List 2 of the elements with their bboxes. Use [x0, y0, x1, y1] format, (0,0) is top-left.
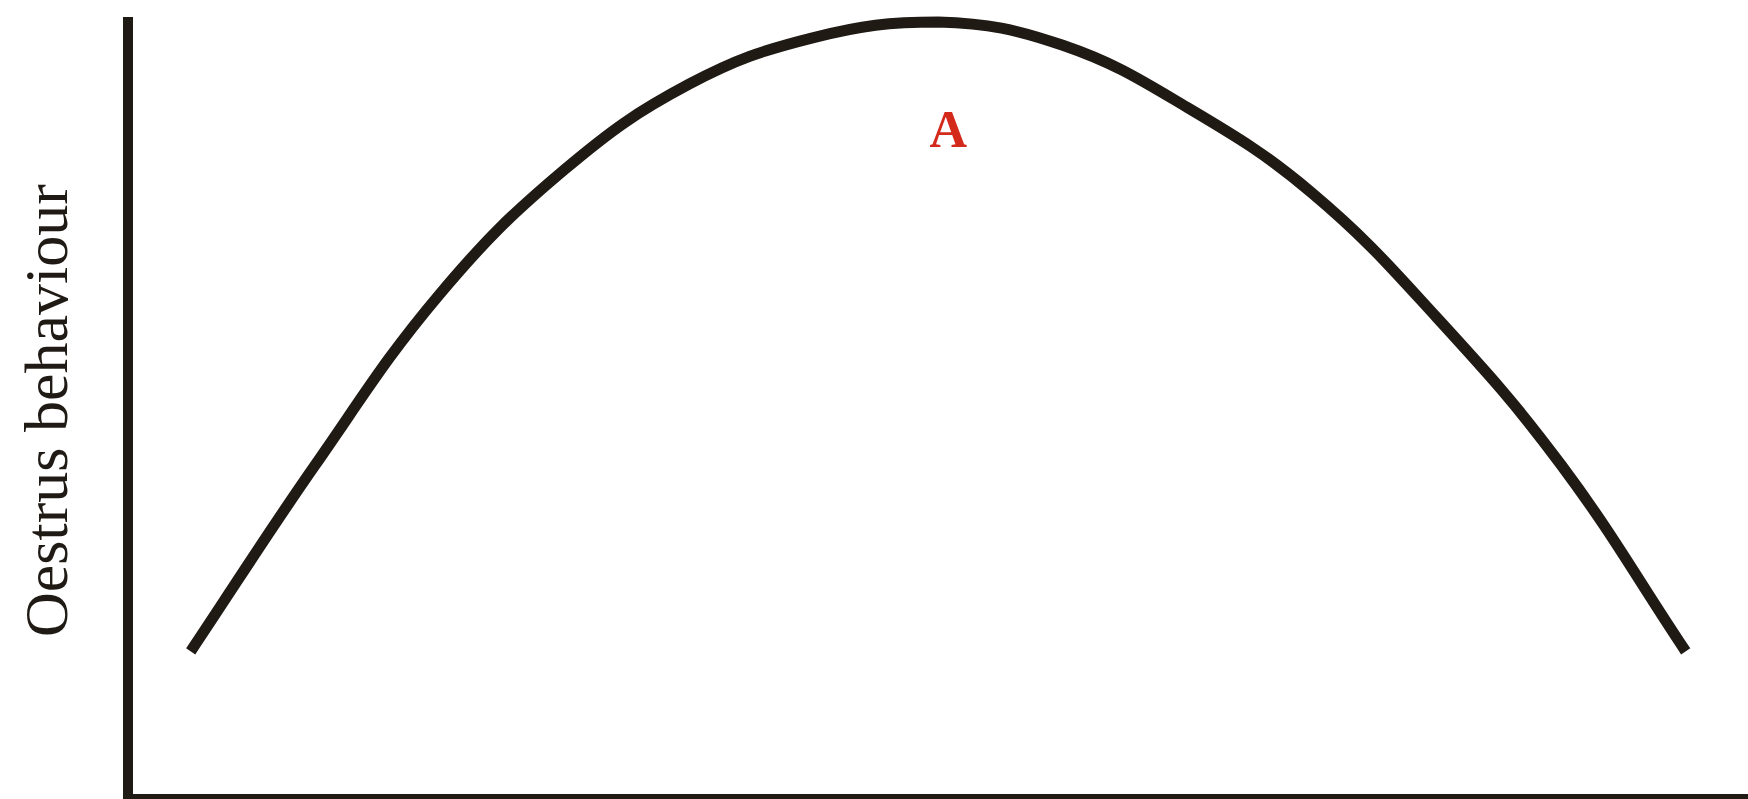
annotation: A: [929, 101, 968, 158]
y-axis-title: Oestrus behaviour: [12, 183, 81, 637]
